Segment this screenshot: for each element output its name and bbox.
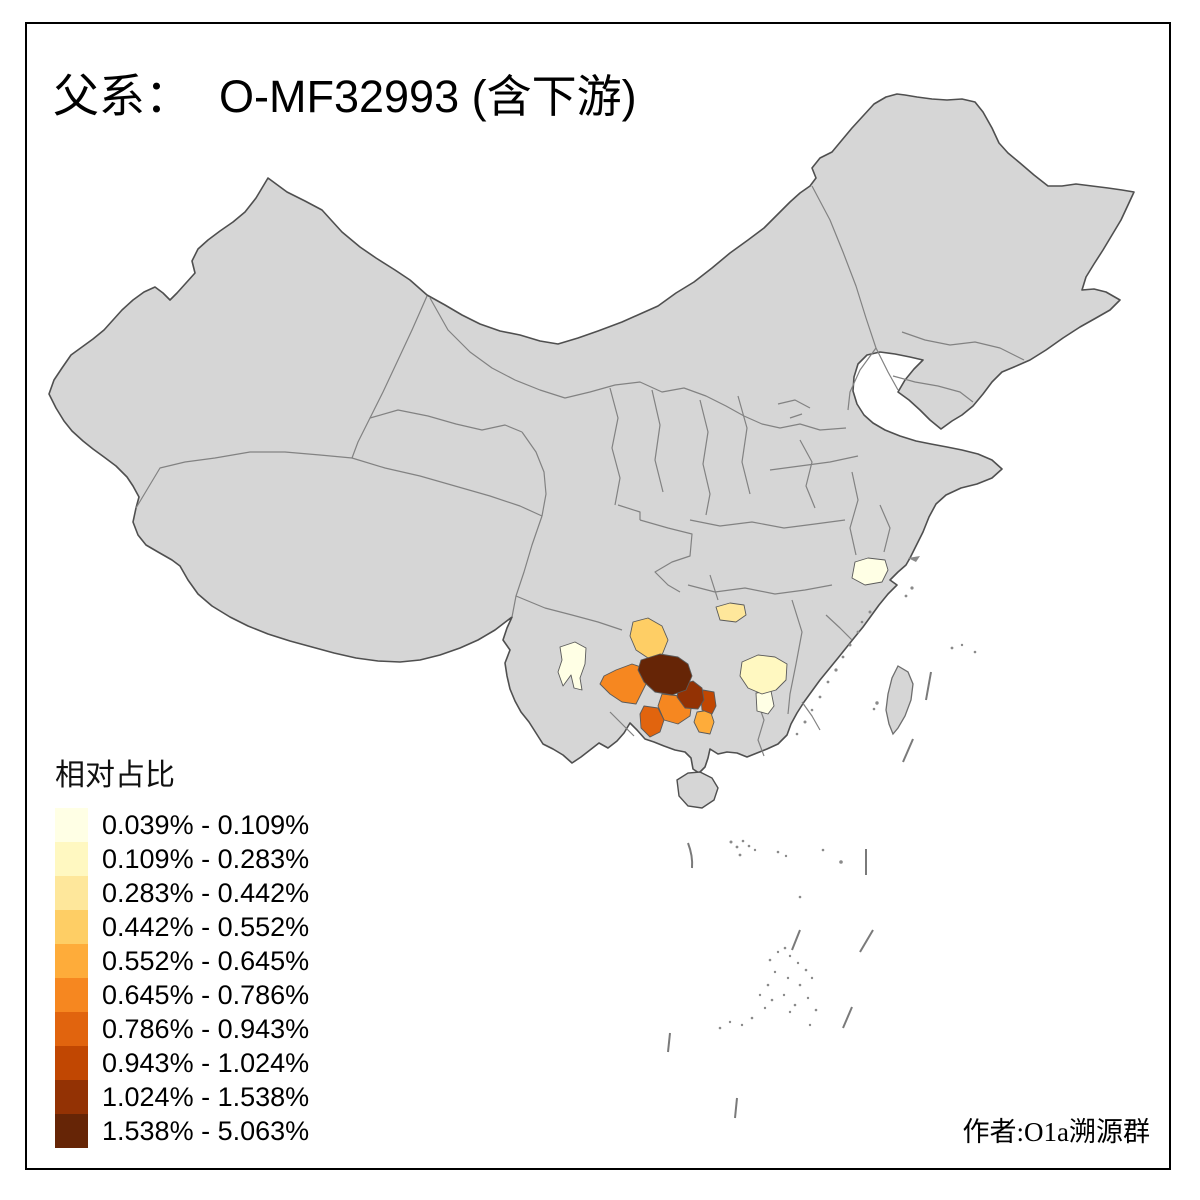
legend-row: 0.442% - 0.552% — [55, 910, 309, 944]
legend-label-10: 1.538% - 5.063% — [102, 1115, 310, 1146]
legend-row: 1.538% - 5.063% — [55, 1114, 309, 1148]
legend-label-5: 0.552% - 0.645% — [102, 945, 310, 976]
legend: 相对占比 0.039% - 0.109% 0.109% - 0.283% 0.2… — [55, 750, 309, 1148]
region-hunan-northwest — [715, 602, 747, 623]
region-guizhou-west — [599, 663, 649, 705]
page-title: 父系： O-MF32993 (含下游) — [53, 60, 637, 126]
legend-swatch-10 — [55, 1114, 88, 1148]
legend-label-9: 1.024% - 1.538% — [102, 1081, 310, 1112]
region-zhejiang-north — [851, 557, 889, 586]
region-yunnan-west — [557, 641, 587, 691]
china-mainland-shape — [48, 93, 1135, 774]
legend-label-3: 0.283% - 0.442% — [102, 877, 310, 908]
legend-swatch-7 — [55, 1012, 88, 1046]
legend-row: 0.283% - 0.442% — [55, 876, 309, 910]
title-haplogroup: O-MF32993 (含下游) — [219, 71, 637, 122]
legend-row: 0.786% - 0.943% — [55, 1012, 309, 1046]
legend-swatch-6 — [55, 978, 88, 1012]
legend-title: 相对占比 — [55, 759, 175, 792]
legend-swatch-5 — [55, 944, 88, 978]
legend-swatch-1 — [55, 808, 88, 842]
region-guizhou-central — [637, 653, 693, 696]
small-islands — [718, 556, 977, 1030]
legend-swatch-3 — [55, 876, 88, 910]
legend-row: 1.024% - 1.538% — [55, 1080, 309, 1114]
title-prefix: 父系： — [53, 71, 191, 122]
legend-label-8: 0.943% - 1.024% — [102, 1047, 310, 1078]
legend-label-1: 0.039% - 0.109% — [102, 809, 310, 840]
legend-label-7: 0.786% - 0.943% — [102, 1013, 310, 1044]
region-guizhou-southwest — [639, 705, 665, 738]
choropleth-regions — [557, 557, 889, 738]
legend-swatch-8 — [55, 1046, 88, 1080]
author-credit: 作者:O1a溯源群 — [962, 1117, 1150, 1147]
legend-swatch-4 — [55, 910, 88, 944]
region-hunan-south — [739, 654, 788, 695]
legend-row: 0.109% - 0.283% — [55, 842, 309, 876]
legend-swatch-2 — [55, 842, 88, 876]
sea-boundary-dashes — [667, 671, 932, 1119]
province-borders — [135, 185, 1025, 757]
taiwan-island — [885, 665, 914, 736]
legend-row: 0.039% - 0.109% — [55, 808, 309, 842]
legend-label-6: 0.645% - 0.786% — [102, 979, 310, 1010]
legend-row: 0.552% - 0.645% — [55, 944, 309, 978]
legend-label-2: 0.109% - 0.283% — [102, 843, 310, 874]
legend-swatch-9 — [55, 1080, 88, 1114]
legend-label-4: 0.442% - 0.552% — [102, 911, 310, 942]
hainan-island — [676, 771, 719, 809]
legend-row: 0.943% - 1.024% — [55, 1046, 309, 1080]
legend-row: 0.645% - 0.786% — [55, 978, 309, 1012]
